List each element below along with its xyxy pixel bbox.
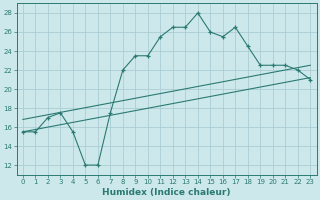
X-axis label: Humidex (Indice chaleur): Humidex (Indice chaleur): [102, 188, 231, 197]
